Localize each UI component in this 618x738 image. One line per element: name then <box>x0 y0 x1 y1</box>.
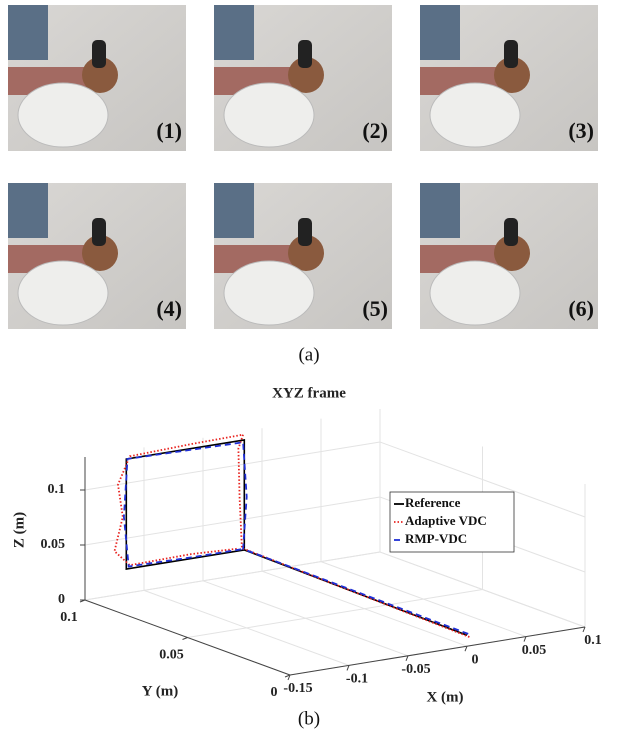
x-tick-label: -0.05 <box>401 662 430 677</box>
x-tick-label: -0.15 <box>283 681 312 696</box>
monitor <box>420 183 460 238</box>
photo-grid: (1) (2) (3) (4) (5) (6) <box>8 5 598 329</box>
frame-label: (5) <box>362 296 388 321</box>
photo-frame: (2) <box>214 5 392 151</box>
frame-label: (4) <box>156 296 182 321</box>
photo-frame: (3) <box>420 5 598 151</box>
monitor <box>8 5 48 60</box>
z-tick-label: 0.05 <box>41 537 66 552</box>
y-tick-label: 0.05 <box>159 648 184 663</box>
photo-frame: (5) <box>214 183 392 329</box>
robot-arm <box>430 261 520 325</box>
robot-arm <box>18 261 108 325</box>
frame-label: (6) <box>568 296 594 321</box>
y-axis-label: Y (m) <box>142 683 179 699</box>
legend-label: Adaptive VDC <box>405 513 487 528</box>
z-tick-label: 0 <box>58 592 65 607</box>
grid-line <box>85 552 380 600</box>
y-tick <box>183 638 188 640</box>
joystick <box>504 40 518 68</box>
figure-canvas: (1) (2) (3) (4) (5) (6) (a) (b) XYZ frame -0.… <box>0 0 618 738</box>
z-axis-label: Z (m) <box>11 512 27 548</box>
joystick <box>298 40 312 68</box>
caption-b: (b) <box>298 708 320 729</box>
joystick <box>92 218 106 246</box>
monitor <box>420 5 460 60</box>
frame-label: (1) <box>156 118 182 143</box>
robot-arm <box>18 83 108 147</box>
legend-label: RMP-VDC <box>405 531 467 546</box>
figure: (1) (2) (3) (4) (5) (6) (a) (b) XYZ frame -0.… <box>0 0 618 738</box>
joystick <box>92 40 106 68</box>
x-tick-label: 0.05 <box>522 643 547 658</box>
grid-line <box>85 497 380 545</box>
x-tick-label: 0.1 <box>584 633 602 648</box>
frame-label: (2) <box>362 118 388 143</box>
frame-label: (3) <box>568 118 594 143</box>
robot-arm <box>224 83 314 147</box>
caption-a: (a) <box>298 344 319 365</box>
robot-arm <box>430 83 520 147</box>
chart-title: XYZ frame <box>272 385 346 401</box>
y-tick-label: 0.1 <box>60 610 78 625</box>
legend: Reference Adaptive VDC RMP-VDC <box>390 492 514 552</box>
grid-line <box>188 590 483 638</box>
photo-frame: (6) <box>420 183 598 329</box>
legend-label: Reference <box>405 495 461 510</box>
monitor <box>214 5 254 60</box>
grid-line <box>85 442 380 490</box>
monitor <box>214 183 254 238</box>
joystick <box>298 218 312 246</box>
x-tick-label: -0.1 <box>346 672 368 687</box>
robot-arm <box>224 261 314 325</box>
y-tick-label: 0 <box>271 685 278 700</box>
x-tick-label: 0 <box>472 652 479 667</box>
photo-frame: (1) <box>8 5 186 151</box>
photo-frame: (4) <box>8 183 186 329</box>
monitor <box>8 183 48 238</box>
joystick <box>504 218 518 246</box>
x-axis-label: X (m) <box>426 689 463 705</box>
z-tick-label: 0.1 <box>48 482 66 497</box>
